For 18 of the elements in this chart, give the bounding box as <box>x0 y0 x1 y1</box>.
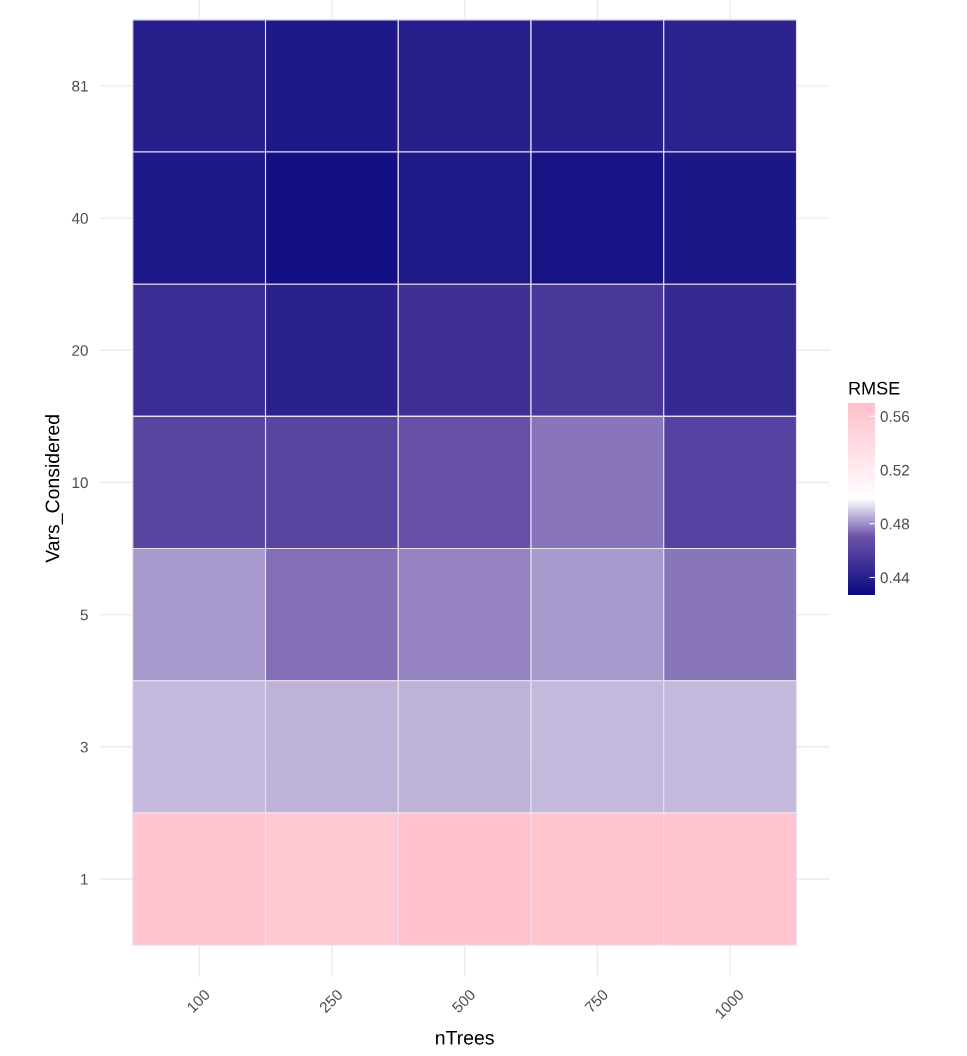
x-tick-label: 100 <box>186 988 211 1014</box>
y-tick-label: 10 <box>72 477 88 489</box>
color-bar-label: 0.52 <box>880 464 909 476</box>
color-bar-title: RMSE <box>849 381 900 395</box>
y-tick-label: 20 <box>72 345 88 356</box>
x-tick-label: 250 <box>318 988 344 1014</box>
y-tick-label: 40 <box>71 212 88 224</box>
x-tick-label: 500 <box>451 988 477 1014</box>
x-axis-title: nTrees <box>436 1031 494 1045</box>
y-tick-label: 5 <box>80 609 88 621</box>
y-tick-label: 81 <box>72 80 88 92</box>
color-bar-label: 0.44 <box>880 572 910 584</box>
color-bar-label: 0.56 <box>880 411 910 422</box>
x-tick-label: 750 <box>584 988 609 1014</box>
color-bar-label: 0.48 <box>880 518 910 530</box>
y-axis-title: Vars_Considered <box>45 415 63 563</box>
y-tick-label: 3 <box>80 741 88 753</box>
y-tick-label: 1 <box>81 874 88 885</box>
